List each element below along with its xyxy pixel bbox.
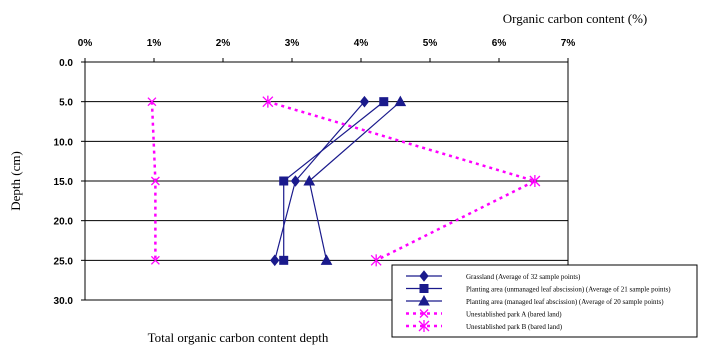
data-point	[150, 255, 160, 265]
legend-label: Planting area (unmanaged leaf abscission…	[466, 286, 671, 294]
legend-marker	[419, 309, 429, 318]
y-tick-label: 10.0	[54, 137, 74, 148]
legend-marker	[418, 294, 430, 306]
x-tick-label: 6%	[492, 38, 507, 49]
legend-label: Unestablished park B (bared land)	[466, 323, 563, 331]
y-tick-label: 15.0	[54, 177, 74, 188]
x-stroke	[150, 176, 160, 186]
data-point	[290, 175, 301, 187]
legend-marker	[418, 320, 430, 332]
x-tick-label: 1%	[147, 38, 162, 49]
y-axis-label: Depth (cm)	[8, 151, 23, 211]
legend-marker	[419, 270, 429, 282]
chart-caption: Total organic carbon content depth	[148, 330, 329, 345]
x-stroke	[150, 255, 160, 265]
data-point	[394, 95, 407, 107]
x-tick-label: 2%	[216, 38, 231, 49]
data-point	[359, 95, 370, 108]
legend-label: Planting area (managed leaf abscission) …	[466, 298, 664, 306]
x-stroke	[419, 309, 429, 318]
y-tick-label: 5.0	[59, 98, 73, 109]
x-tick-label: 3%	[285, 38, 300, 49]
legend-box	[391, 264, 698, 338]
y-tick-label: 25.0	[54, 256, 74, 267]
x-tick-label: 4%	[354, 38, 369, 49]
legend-marker	[419, 284, 429, 293]
data-point	[147, 97, 157, 107]
x-tick-label: 7%	[561, 38, 576, 49]
data-point	[262, 95, 274, 108]
axes	[81, 58, 569, 301]
y-tick-labels: 0.0 5.0 10.0 15.0 20.0 25.0 30.0	[54, 58, 74, 307]
x-tick-label: 0%	[78, 38, 93, 49]
data-point	[279, 176, 289, 186]
data-point	[379, 97, 389, 107]
y-tick-label: 0.0	[59, 58, 73, 69]
data-point	[303, 174, 316, 186]
x-tick-labels: 0% 1% 2% 3% 4% 5% 6% 7%	[78, 38, 576, 49]
x-stroke	[147, 97, 157, 107]
data-point	[270, 254, 280, 267]
legend-label: Unestablished park A (bared land)	[466, 311, 562, 319]
series-line-5	[267, 100, 539, 262]
x-tick-label: 5%	[423, 38, 438, 49]
series-lines	[147, 95, 541, 267]
data-point	[320, 254, 333, 265]
data-point	[370, 254, 382, 267]
y-tick-label: 20.0	[54, 217, 74, 228]
chart-title: Organic carbon content (%)	[503, 11, 648, 26]
legend-label: Grassland (Average of 32 sample points)	[466, 273, 581, 281]
data-point	[150, 176, 160, 186]
legend: Grassland (Average of 32 sample points) P…	[391, 264, 698, 338]
data-point	[529, 175, 541, 187]
y-tick-label: 30.0	[54, 296, 74, 307]
data-point	[279, 255, 289, 265]
